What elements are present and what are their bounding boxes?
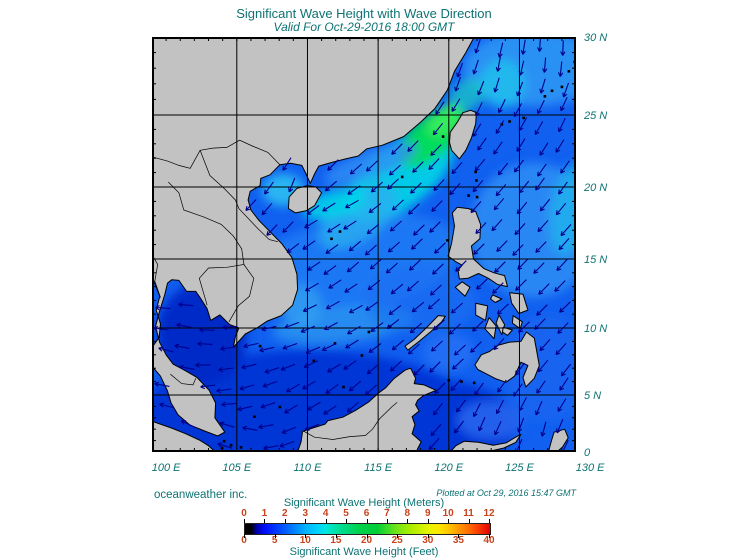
lat-label-5: 5 N — [584, 390, 602, 402]
colorbar-feet-tickmark — [397, 534, 399, 538]
graticule-grid — [152, 37, 576, 452]
lon-label-120: 120 E — [434, 462, 464, 474]
colorbar-feet-tickmark — [427, 534, 429, 538]
lon-label-115: 115 E — [364, 462, 393, 474]
colorbar-meter-tick-2: 2 — [282, 508, 288, 519]
colorbar-meter-tick-1: 1 — [261, 508, 268, 519]
wave-direction-arrows — [153, 37, 572, 452]
colorbar-meter-tickmark — [489, 519, 490, 523]
chart-title: Significant Wave Height with Wave Direct… — [236, 6, 492, 21]
colorbar-meter-tick-0: 0 — [241, 508, 247, 519]
wave-height-map — [152, 37, 576, 452]
lon-label-130: 130 E — [575, 462, 605, 474]
colorbar-feet-tickmark — [366, 534, 368, 538]
colorbar-meter-tickmark — [386, 519, 388, 523]
colorbar-gradient — [244, 523, 491, 535]
colorbar-meter-tickmark — [325, 519, 327, 523]
colorbar-feet-tickmark — [274, 534, 276, 538]
colorbar-feet-tick-20: 20 — [360, 535, 373, 546]
colorbar-meter-tickmark — [468, 519, 470, 523]
colorbar-title-meters: Significant Wave Height (Meters) — [283, 497, 445, 509]
colorbar-feet-tickmark — [335, 534, 337, 538]
colorbar-feet-tick-10: 10 — [299, 535, 311, 546]
colorbar-meter-tick-6: 6 — [363, 508, 370, 519]
colorbar-meter-tick-5: 5 — [343, 508, 349, 519]
lat-label-30: 30 N — [584, 32, 608, 44]
colorbar-meter-tick-9: 9 — [424, 508, 431, 519]
plotted-timestamp: Plotted at Oct 29, 2016 15:47 GMT — [436, 488, 576, 498]
map-frame — [152, 37, 576, 452]
colorbar-meter-tickmark — [305, 519, 307, 523]
lat-label-20: 20 N — [584, 182, 608, 194]
colorbar-feet-tick-5: 5 — [271, 535, 278, 546]
colorbar-meter-tickmark — [366, 519, 368, 523]
lat-label-0: 0 — [584, 447, 591, 459]
lon-label-100: 100 E — [151, 462, 181, 474]
colorbar-meter-tick-12: 12 — [483, 508, 495, 519]
lat-label-15: 15 N — [584, 254, 608, 266]
colorbar-meter-tickmark — [346, 519, 348, 523]
colorbar-meter-tickmark — [448, 519, 450, 523]
colorbar-meter-tick-4: 4 — [322, 508, 329, 519]
colorbar-feet-tick-25: 25 — [391, 535, 403, 546]
colorbar-feet-tickmark — [489, 534, 490, 538]
colorbar-feet-tick-0: 0 — [241, 535, 247, 546]
colorbar-meter-tickmark — [407, 519, 409, 523]
colorbar-meter-tickmark — [244, 519, 245, 523]
credit-text: oceanweather inc. — [154, 489, 248, 501]
colorbar-meter-tickmark — [427, 519, 429, 523]
colorbar-feet-tickmark — [244, 534, 245, 538]
colorbar-meter-tick-10: 10 — [442, 508, 454, 519]
lon-label-125: 125 E — [505, 462, 534, 474]
colorbar-title-feet: Significant Wave Height (Feet) — [289, 546, 439, 558]
colorbar-feet-tick-40: 40 — [483, 535, 495, 546]
lat-label-10: 10 N — [584, 323, 608, 335]
lat-label-25: 25 N — [584, 110, 608, 122]
colorbar-feet-tick-30: 30 — [422, 535, 434, 546]
lon-label-105: 105 E — [222, 462, 252, 474]
colorbar-meter-tick-11: 11 — [463, 508, 474, 519]
lon-label-110: 110 E — [293, 462, 322, 474]
colorbar-meter-tickmark — [284, 519, 286, 523]
colorbar-meter-tick-8: 8 — [404, 508, 411, 519]
colorbar-feet-tick-35: 35 — [452, 535, 464, 546]
colorbar-meter-tickmark — [264, 519, 266, 523]
colorbar-meter-tick-3: 3 — [302, 508, 309, 519]
colorbar-feet-tick-15: 15 — [330, 535, 342, 546]
chart-valid-time: Valid For Oct-29-2016 18:00 GMT — [273, 20, 455, 34]
colorbar-feet-tickmark — [458, 534, 460, 538]
colorbar-meter-tick-7: 7 — [384, 508, 390, 519]
colorbar-feet-tickmark — [305, 534, 307, 538]
